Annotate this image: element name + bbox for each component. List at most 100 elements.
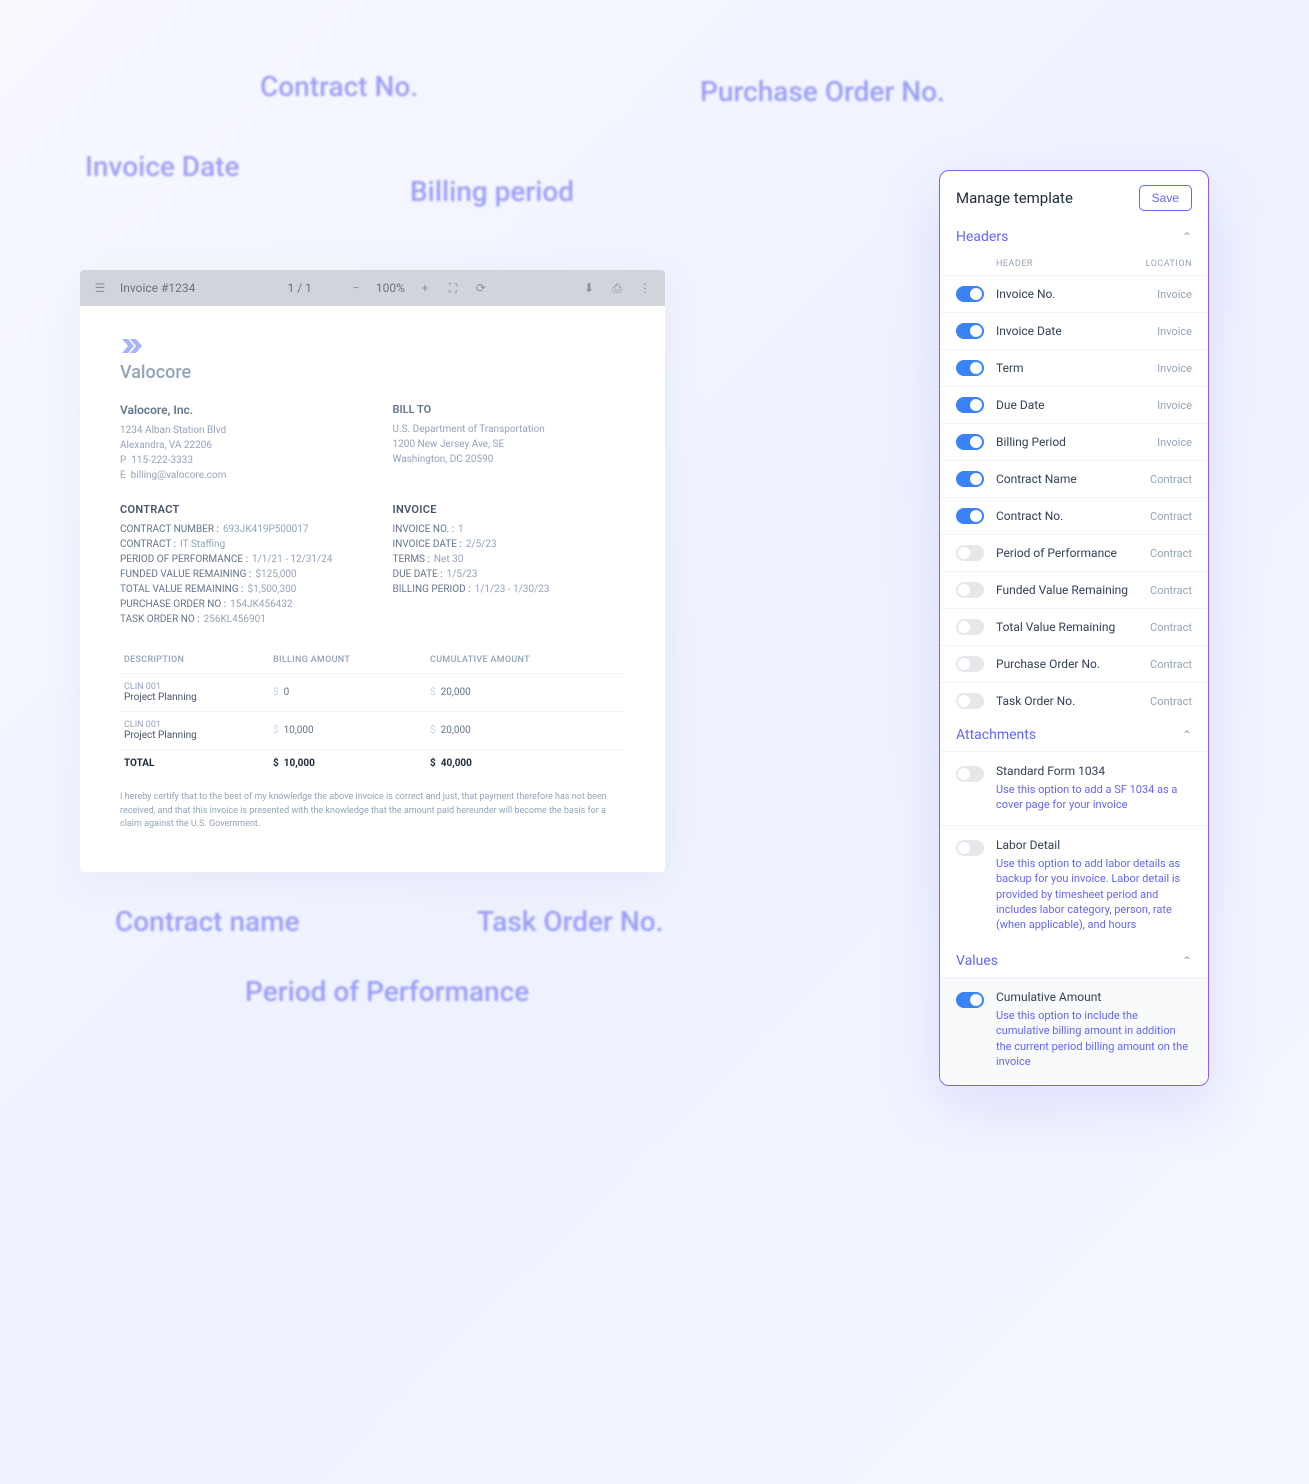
more-icon[interactable]: ⋮ <box>637 280 653 296</box>
toggle[interactable] <box>956 545 984 561</box>
toggle[interactable] <box>956 471 984 487</box>
attachments-section-label: Attachments <box>956 727 1036 743</box>
company-addr2: Alexandra, VA 22206 <box>120 438 353 453</box>
bill-to-label: BILL TO <box>393 403 626 416</box>
attachment-row: Labor DetailUse this option to add labor… <box>940 825 1208 945</box>
contract-kv-row: PERIOD OF PERFORMANCE :1/1/21 - 12/31/24 <box>120 554 353 565</box>
floating-contract-no: Contract No. <box>260 70 418 103</box>
logo-name: Valocore <box>120 362 625 383</box>
panel-title: Manage template <box>956 189 1073 207</box>
company-email: E billing@valocore.com <box>120 468 353 483</box>
th-billing: BILLING AMOUNT <box>269 647 426 674</box>
headers-section-header[interactable]: Headers ⌃ <box>940 221 1208 253</box>
chevron-up-icon: ⌃ <box>1182 954 1192 968</box>
bill-to-line2: 1200 New Jersey Ave, SE <box>393 437 626 452</box>
toggle[interactable] <box>956 840 984 856</box>
menu-icon[interactable]: ☰ <box>92 280 108 296</box>
invoice-kv-row: INVOICE NO. :1 <box>393 524 626 535</box>
header-row: Contract No.Contract <box>940 497 1208 534</box>
header-location: Invoice <box>1157 362 1192 375</box>
contract-kv-row: CONTRACT NUMBER :693JK419P500017 <box>120 524 353 535</box>
header-label: Due Date <box>996 398 1157 412</box>
floating-task-order-no: Task Order No. <box>477 905 663 938</box>
floating-invoice-date: Invoice Date <box>85 150 240 183</box>
header-row: Invoice DateInvoice <box>940 312 1208 349</box>
toggle[interactable] <box>956 397 984 413</box>
header-label: Total Value Remaining <box>996 620 1150 634</box>
header-label: Invoice Date <box>996 324 1157 338</box>
company-name: Valocore, Inc. <box>120 403 353 417</box>
zoom-out-icon[interactable]: − <box>348 280 364 296</box>
floating-billing-period: Billing period <box>410 175 574 208</box>
invoice-kv-row: TERMS :Net 30 <box>393 554 626 565</box>
pdf-filename: Invoice #1234 <box>120 281 195 295</box>
values-section-header[interactable]: Values ⌃ <box>940 945 1208 977</box>
toggle[interactable] <box>956 360 984 376</box>
toggle[interactable] <box>956 582 984 598</box>
header-location: Invoice <box>1157 325 1192 338</box>
header-label: Term <box>996 361 1157 375</box>
attachments-section-header[interactable]: Attachments ⌃ <box>940 719 1208 751</box>
toggle[interactable] <box>956 323 984 339</box>
toggle[interactable] <box>956 693 984 709</box>
toggle[interactable] <box>956 766 984 782</box>
header-location: Invoice <box>1157 288 1192 301</box>
invoice-heading: INVOICE <box>393 503 626 516</box>
toggle[interactable] <box>956 992 984 1008</box>
download-icon[interactable]: ⬇ <box>581 280 597 296</box>
toggle[interactable] <box>956 434 984 450</box>
th-description: DESCRIPTION <box>120 647 269 674</box>
header-row: Funded Value RemainingContract <box>940 571 1208 608</box>
attachment-desc: Use this option to add labor details as … <box>996 856 1192 933</box>
contract-kv-row: PURCHASE ORDER NO :154JK456432 <box>120 599 353 610</box>
table-row: CLIN 001Project Planning$ 10,000$ 20,000 <box>120 712 625 750</box>
floating-period-of-performance: Period of Performance <box>245 975 529 1008</box>
headers-section-label: Headers <box>956 229 1008 245</box>
rotate-icon[interactable]: ⟳ <box>473 280 489 296</box>
header-location: Contract <box>1150 584 1192 597</box>
print-icon[interactable]: ⎙ <box>609 280 625 296</box>
header-row: Contract NameContract <box>940 460 1208 497</box>
manage-template-panel: Manage template Save Headers ⌃ HEADER LO… <box>939 170 1209 1086</box>
save-button[interactable]: Save <box>1139 185 1192 211</box>
col-location-label: LOCATION <box>1146 259 1192 269</box>
toggle[interactable] <box>956 619 984 635</box>
header-label: Contract Name <box>996 472 1150 486</box>
header-row: Billing PeriodInvoice <box>940 423 1208 460</box>
contract-kv-row: TOTAL VALUE REMAINING :$1,500,300 <box>120 584 353 595</box>
bill-to-line1: U.S. Department of Transportation <box>393 422 626 437</box>
header-location: Contract <box>1150 510 1192 523</box>
floating-contract-name: Contract name <box>115 905 300 938</box>
chevron-up-icon: ⌃ <box>1182 728 1192 742</box>
header-location: Contract <box>1150 473 1192 486</box>
values-row: Cumulative AmountUse this option to incl… <box>940 977 1208 1086</box>
table-row: CLIN 001Project Planning$ 0$ 20,000 <box>120 674 625 712</box>
company-phone: P 115-222-3333 <box>120 453 353 468</box>
values-section-label: Values <box>956 953 998 969</box>
header-label: Invoice No. <box>996 287 1157 301</box>
header-label: Task Order No. <box>996 694 1150 708</box>
attachment-title: Standard Form 1034 <box>996 764 1192 778</box>
col-header-label: HEADER <box>996 259 1033 269</box>
header-row: Task Order No.Contract <box>940 682 1208 719</box>
toggle[interactable] <box>956 508 984 524</box>
table-total-row: TOTAL$ 10,000$ 40,000 <box>120 750 625 778</box>
logo-icon <box>120 336 625 360</box>
toggle[interactable] <box>956 656 984 672</box>
contract-kv-row: TASK ORDER NO :256KL456901 <box>120 614 353 625</box>
invoice-table: DESCRIPTION BILLING AMOUNT CUMULATIVE AM… <box>120 647 625 777</box>
contract-heading: CONTRACT <box>120 503 353 516</box>
toggle[interactable] <box>956 286 984 302</box>
header-location: Contract <box>1150 658 1192 671</box>
header-label: Billing Period <box>996 435 1157 449</box>
logo-block: Valocore <box>120 336 625 383</box>
header-row: TermInvoice <box>940 349 1208 386</box>
certification-text: I hereby certify that to the best of my … <box>120 791 625 832</box>
header-row: Total Value RemainingContract <box>940 608 1208 645</box>
contract-kv-row: CONTRACT :IT Staffing <box>120 539 353 550</box>
fit-page-icon[interactable]: ⛶ <box>445 280 461 296</box>
zoom-in-icon[interactable]: + <box>417 280 433 296</box>
th-cumulative: CUMULATIVE AMOUNT <box>426 647 625 674</box>
contract-kv-row: FUNDED VALUE REMAINING :$125,000 <box>120 569 353 580</box>
value-title: Cumulative Amount <box>996 990 1192 1004</box>
